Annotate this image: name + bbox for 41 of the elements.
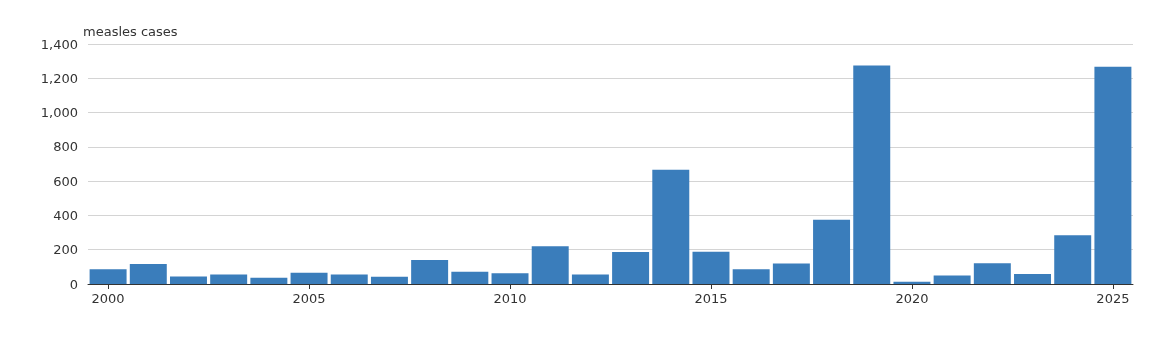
bar bbox=[692, 251, 730, 284]
bar bbox=[89, 269, 127, 284]
bar bbox=[933, 275, 971, 284]
x-tick-label: 2025 bbox=[1096, 291, 1130, 306]
y-tick-label: 800 bbox=[53, 139, 78, 155]
y-tick-label: 1,000 bbox=[40, 105, 78, 121]
bar bbox=[330, 274, 368, 284]
bar bbox=[1054, 235, 1092, 284]
x-tick-label: 2000 bbox=[91, 291, 125, 306]
bar bbox=[451, 271, 489, 284]
x-tick-label: 2020 bbox=[895, 291, 929, 306]
y-tick-label: 1,400 bbox=[40, 36, 78, 52]
bar bbox=[210, 274, 248, 284]
bar bbox=[612, 251, 650, 284]
bar bbox=[973, 263, 1011, 284]
y-axis-title: measles cases bbox=[83, 23, 178, 39]
bar bbox=[732, 269, 770, 284]
y-tick-label: 0 bbox=[69, 276, 78, 292]
x-tick-label: 2005 bbox=[292, 291, 326, 306]
y-tick-label: 200 bbox=[53, 242, 78, 258]
bar bbox=[813, 219, 851, 284]
y-tick-label: 400 bbox=[53, 207, 78, 223]
bar bbox=[571, 274, 609, 284]
x-tick-label: 2010 bbox=[493, 291, 527, 306]
bar bbox=[652, 169, 690, 284]
bar bbox=[772, 263, 810, 284]
x-tick-label: 2015 bbox=[694, 291, 728, 306]
y-tick-label: 600 bbox=[53, 173, 78, 189]
bar bbox=[531, 246, 569, 284]
bar bbox=[491, 273, 529, 284]
bar bbox=[169, 276, 207, 284]
bar bbox=[411, 260, 449, 284]
bar bbox=[853, 65, 891, 284]
bar bbox=[290, 272, 328, 284]
bar bbox=[370, 276, 408, 284]
bar bbox=[129, 264, 167, 284]
bar bbox=[250, 277, 288, 284]
bar bbox=[1014, 273, 1052, 284]
bar bbox=[893, 281, 931, 284]
y-tick-label: 1,200 bbox=[40, 70, 78, 86]
bar bbox=[1094, 66, 1132, 284]
